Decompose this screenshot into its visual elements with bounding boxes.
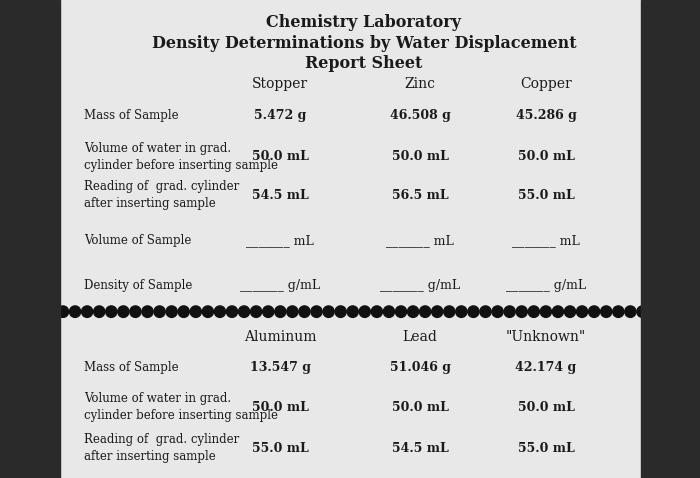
Ellipse shape: [419, 306, 430, 317]
Text: Volume of Sample: Volume of Sample: [84, 234, 191, 247]
Ellipse shape: [625, 306, 636, 317]
Ellipse shape: [432, 306, 443, 317]
Ellipse shape: [239, 306, 250, 317]
Text: _______ mL: _______ mL: [386, 234, 454, 247]
Ellipse shape: [57, 306, 69, 317]
Ellipse shape: [178, 306, 189, 317]
Ellipse shape: [118, 306, 129, 317]
Text: Stopper: Stopper: [252, 76, 308, 91]
Text: Reading of  grad. cylinder
after inserting sample: Reading of grad. cylinder after insertin…: [84, 180, 239, 210]
Ellipse shape: [564, 306, 575, 317]
Text: 50.0 mL: 50.0 mL: [251, 150, 309, 163]
Ellipse shape: [69, 306, 80, 317]
Text: 5.472 g: 5.472 g: [254, 109, 306, 122]
Text: 54.5 mL: 54.5 mL: [251, 188, 309, 202]
Ellipse shape: [214, 306, 225, 317]
Ellipse shape: [384, 306, 395, 317]
Text: 13.547 g: 13.547 g: [249, 360, 311, 374]
Text: 50.0 mL: 50.0 mL: [391, 401, 449, 414]
Ellipse shape: [649, 306, 660, 317]
Text: 51.046 g: 51.046 g: [389, 360, 451, 374]
Text: Mass of Sample: Mass of Sample: [84, 109, 178, 122]
Text: _______ g/mL: _______ g/mL: [506, 279, 586, 292]
Text: 50.0 mL: 50.0 mL: [251, 401, 309, 414]
Ellipse shape: [516, 306, 527, 317]
Text: Density Determinations by Water Displacement: Density Determinations by Water Displace…: [152, 34, 576, 52]
Text: 45.286 g: 45.286 g: [516, 109, 576, 122]
Text: 55.0 mL: 55.0 mL: [517, 442, 575, 455]
Text: 54.5 mL: 54.5 mL: [391, 442, 449, 455]
Text: 55.0 mL: 55.0 mL: [251, 442, 309, 455]
Text: Chemistry Laboratory: Chemistry Laboratory: [267, 14, 461, 31]
Ellipse shape: [130, 306, 141, 317]
Text: Mass of Sample: Mass of Sample: [84, 360, 178, 374]
Text: Report Sheet: Report Sheet: [305, 55, 423, 72]
Ellipse shape: [577, 306, 588, 317]
Text: Reading of  grad. cylinder
after inserting sample: Reading of grad. cylinder after insertin…: [84, 434, 239, 463]
Ellipse shape: [468, 306, 479, 317]
Text: 56.5 mL: 56.5 mL: [392, 188, 448, 202]
Text: Volume of water in grad.
cylinder before inserting sample: Volume of water in grad. cylinder before…: [84, 392, 278, 422]
Ellipse shape: [274, 306, 286, 317]
Ellipse shape: [106, 306, 117, 317]
Text: Zinc: Zinc: [405, 76, 435, 91]
Text: _______ g/mL: _______ g/mL: [380, 279, 460, 292]
Text: "Unknown": "Unknown": [506, 330, 586, 344]
Ellipse shape: [142, 306, 153, 317]
Ellipse shape: [202, 306, 214, 317]
Text: 50.0 mL: 50.0 mL: [391, 150, 449, 163]
Ellipse shape: [94, 306, 105, 317]
Ellipse shape: [311, 306, 322, 317]
Bar: [640, 0, 700, 478]
Ellipse shape: [347, 306, 358, 317]
Ellipse shape: [601, 306, 612, 317]
Ellipse shape: [528, 306, 540, 317]
Text: _______ mL: _______ mL: [246, 234, 314, 247]
Ellipse shape: [226, 306, 237, 317]
Ellipse shape: [407, 306, 419, 317]
Text: 50.0 mL: 50.0 mL: [517, 150, 575, 163]
Ellipse shape: [262, 306, 274, 317]
Ellipse shape: [444, 306, 455, 317]
Ellipse shape: [299, 306, 310, 317]
Ellipse shape: [154, 306, 165, 317]
Ellipse shape: [323, 306, 334, 317]
Ellipse shape: [480, 306, 491, 317]
Text: 50.0 mL: 50.0 mL: [517, 401, 575, 414]
Ellipse shape: [371, 306, 382, 317]
Ellipse shape: [612, 306, 624, 317]
Ellipse shape: [287, 306, 298, 317]
Text: Aluminum: Aluminum: [244, 330, 316, 344]
Ellipse shape: [456, 306, 467, 317]
Text: 55.0 mL: 55.0 mL: [517, 188, 575, 202]
Ellipse shape: [504, 306, 515, 317]
Ellipse shape: [190, 306, 202, 317]
Ellipse shape: [492, 306, 503, 317]
Text: Volume of water in grad.
cylinder before inserting sample: Volume of water in grad. cylinder before…: [84, 142, 278, 172]
Text: _______ mL: _______ mL: [512, 234, 580, 247]
Text: Lead: Lead: [402, 330, 438, 344]
Text: Copper: Copper: [520, 76, 572, 91]
Ellipse shape: [552, 306, 564, 317]
Ellipse shape: [540, 306, 552, 317]
Ellipse shape: [395, 306, 407, 317]
Text: Density of Sample: Density of Sample: [84, 279, 192, 292]
Bar: [0, 0, 60, 478]
Ellipse shape: [81, 306, 92, 317]
Text: 46.508 g: 46.508 g: [390, 109, 450, 122]
Ellipse shape: [251, 306, 262, 317]
Ellipse shape: [359, 306, 370, 317]
Text: _______ g/mL: _______ g/mL: [240, 279, 320, 292]
Ellipse shape: [335, 306, 346, 317]
Ellipse shape: [637, 306, 648, 317]
Ellipse shape: [166, 306, 177, 317]
Ellipse shape: [589, 306, 600, 317]
Text: 42.174 g: 42.174 g: [515, 360, 577, 374]
